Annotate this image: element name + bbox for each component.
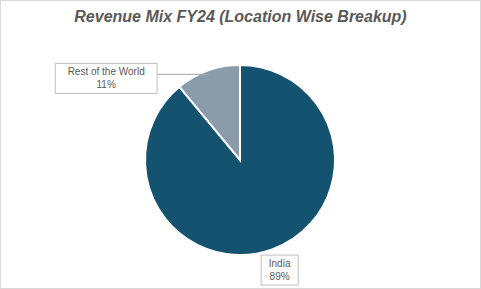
svg-text:Rest of the World: Rest of the World [68,66,145,77]
html-text:Revenue Mix FY24 (Location Wis: Revenue Mix FY24 (Location Wise Breakup) [74,8,407,25]
svg-text:11%: 11% [97,79,116,90]
svg-text:India: India [269,258,291,269]
svg-text:89%: 89% [270,271,290,282]
